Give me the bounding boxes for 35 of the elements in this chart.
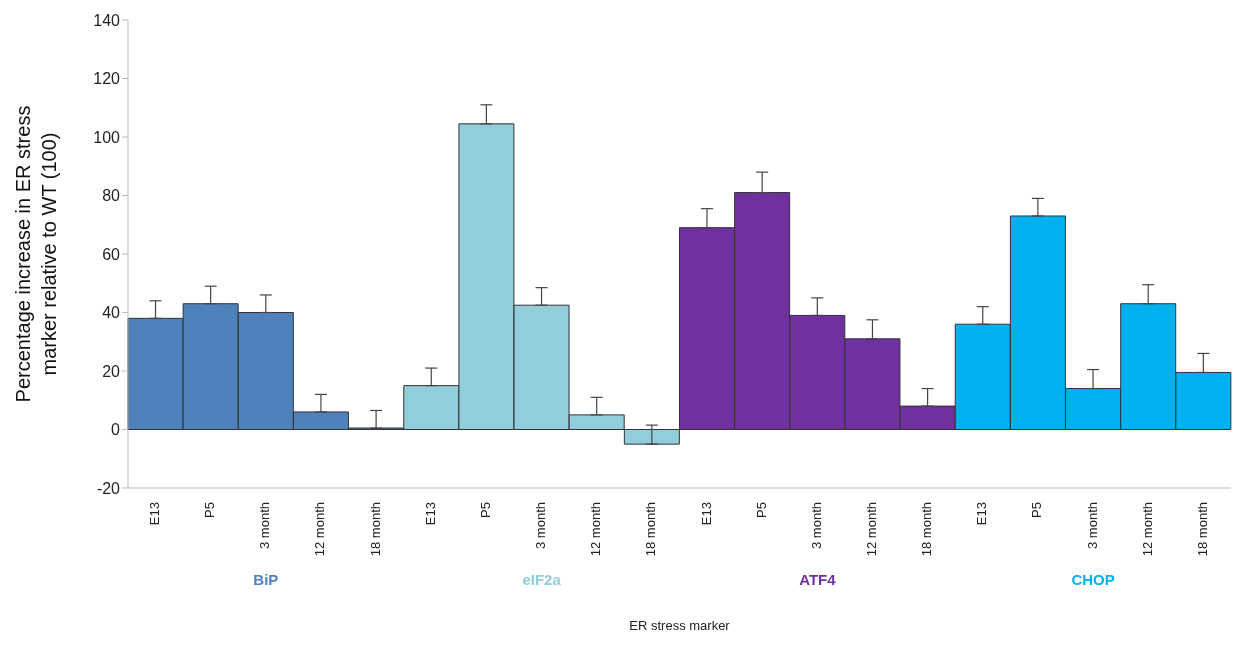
x-tick-label: 12 month [312,502,328,557]
text: BiP [253,571,279,588]
x-axis-title: ER stress marker [629,618,731,633]
y-tick-label: 60 [102,245,121,263]
y-tick-label: 120 [93,70,121,88]
text: CHOP [1071,571,1115,588]
x-tick-label: E13 [698,502,714,526]
x-tick-label: P5 [477,502,493,518]
x-tick-label: 12 month [1139,502,1155,557]
x-tick-label: 12 month [588,502,604,557]
y-axis-title: Percentage increase in ER stress marker relative to WT (100) [12,105,60,403]
y-tick-label: 140 [93,11,121,29]
text: eIF2a [522,571,562,588]
x-tick-label: 18 month [1194,502,1210,557]
x-tick-label: 3 month [1084,502,1100,549]
y-tick-label: 20 [102,362,121,380]
y-tick-label: -20 [96,479,121,497]
y-tick-label: 100 [93,128,121,146]
x-tick-label: E13 [422,502,438,526]
y-tick-label: 80 [102,187,121,205]
x-tick-label: 18 month [919,502,935,557]
x-tick-label: 18 month [643,502,659,557]
y-tick-label: 0 [111,421,121,439]
x-tick-label: 3 month [533,502,549,549]
x-tick-label: P5 [202,502,218,518]
text: ATF4 [799,571,837,588]
x-tick-label: P5 [1029,502,1045,518]
x-tick-label: E13 [147,502,163,526]
x-tick-label: 3 month [808,502,824,549]
x-tick-label: 12 month [863,502,879,557]
x-tick-label: P5 [753,502,769,518]
x-tick-label: E13 [974,502,990,526]
y-tick-label: 40 [102,304,121,322]
x-tick-label: 3 month [257,502,273,549]
x-tick-label: 18 month [367,502,383,557]
